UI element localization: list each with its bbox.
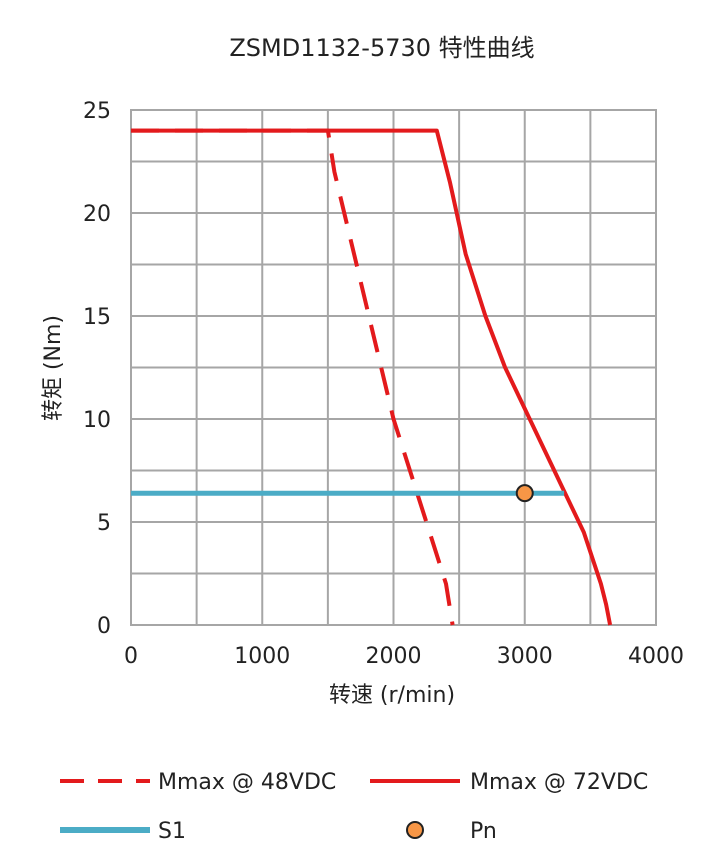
y-tick-label: 10: [83, 408, 111, 433]
axes-layer: [130, 109, 657, 626]
legend-label: Mmax @ 72VDC: [470, 770, 648, 795]
y-tick-label: 15: [83, 305, 111, 330]
series-line-0: [131, 128, 455, 626]
point-pn: [515, 484, 534, 503]
legend: Mmax @ 48VDC Mmax @ 72VDC S1 Pn: [60, 770, 648, 844]
x-tick-label: 3000: [497, 644, 553, 669]
y-tick-label: 20: [83, 202, 111, 227]
legend-marker-pn: [406, 821, 424, 839]
legend-label: Pn: [470, 819, 497, 844]
y-tick-label: 0: [97, 614, 111, 639]
grid-layer: [130, 109, 657, 626]
series-layer: [131, 128, 613, 626]
y-axis-label: 转矩 (Nm): [41, 315, 66, 421]
x-axis-label: 转速 (r/min): [329, 683, 455, 708]
y-tick-label: 5: [97, 511, 111, 536]
x-tick-label: 2000: [366, 644, 422, 669]
legend-label: Mmax @ 48VDC: [158, 770, 336, 795]
series-line-1: [131, 128, 613, 626]
marker-layer: [515, 484, 534, 503]
legend-label: S1: [158, 819, 186, 844]
plot-border: [130, 109, 657, 626]
chart-title: ZSMD1132-5730 特性曲线: [229, 34, 534, 62]
tick-layer: 0 1000 2000 3000 4000 0 5 10 15 20 25: [83, 99, 684, 669]
x-tick-label: 4000: [628, 644, 684, 669]
x-tick-label: 0: [124, 644, 138, 669]
x-tick-label: 1000: [234, 644, 290, 669]
y-tick-label: 25: [83, 99, 111, 124]
